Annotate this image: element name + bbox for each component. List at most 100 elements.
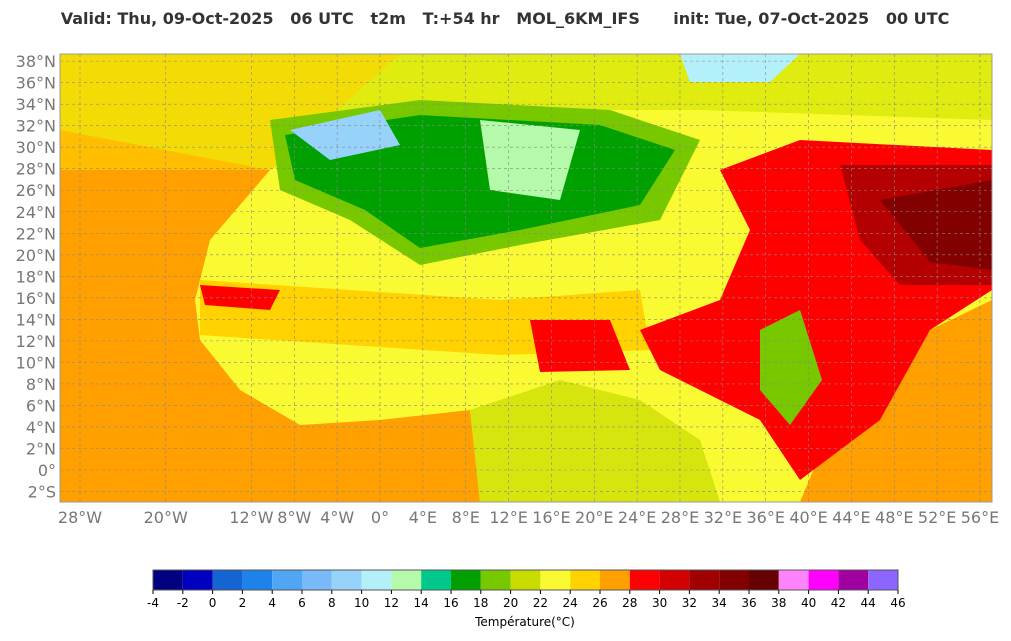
colorbar-swatch [600, 570, 630, 590]
colorbar-swatch [659, 570, 690, 590]
colorbar-swatch [838, 570, 869, 590]
lon-label: 20°W [144, 508, 188, 527]
lon-label: 28°E [661, 508, 699, 527]
lon-label: 44°E [832, 508, 870, 527]
colorbar-tick-label: 46 [890, 596, 905, 610]
colorbar-frame [152, 569, 899, 591]
colorbar-tick-label: -4 [147, 596, 159, 610]
colorbar-tick-label: 12 [384, 596, 399, 610]
map-frame [59, 53, 993, 503]
lat-label: 2°N [26, 439, 56, 458]
lon-label: 24°E [618, 508, 656, 527]
colorbar-swatch [570, 570, 600, 590]
lon-label: 20°E [575, 508, 613, 527]
colorbar-tick-label: 10 [354, 596, 369, 610]
colorbar-tick-label: 42 [831, 596, 846, 610]
title: Valid: Thu, 09-Oct-2025 06 UTC t2m T:+54… [61, 9, 950, 28]
colorbar-swatch [421, 570, 451, 590]
colorbar-tick-label: 0 [209, 596, 217, 610]
colorbar-swatch [510, 570, 541, 590]
lat-label: 26°N [16, 181, 56, 200]
lon-label: 40°E [789, 508, 827, 527]
colorbar-swatch [451, 570, 481, 590]
colorbar-swatch [242, 570, 273, 590]
lat-label: 16°N [16, 289, 56, 308]
colorbar-tick-label: 16 [443, 596, 458, 610]
colorbar-swatch [689, 570, 720, 590]
map-field [60, 54, 992, 502]
colorbar-swatch [778, 570, 809, 590]
colorbar-tick-label: 14 [414, 596, 429, 610]
colorbar-tick-label: 44 [861, 596, 876, 610]
lat-label: 36°N [16, 74, 56, 93]
lon-label: 28°W [58, 508, 102, 527]
lon-label: 4°E [409, 508, 437, 527]
colorbar-swatch [540, 570, 571, 590]
colorbar-tick-label: 22 [533, 596, 548, 610]
colorbar-swatch [302, 570, 332, 590]
lon-label: 32°E [704, 508, 742, 527]
colorbar-swatch [868, 570, 898, 590]
colorbar-tick-label: 30 [652, 596, 667, 610]
colorbar-tick-label: 40 [801, 596, 816, 610]
colorbar-swatch [391, 570, 422, 590]
lon-label: 48°E [875, 508, 913, 527]
colorbar-swatch [749, 570, 779, 590]
lat-label: 38°N [16, 52, 56, 71]
lat-label: 12°N [16, 332, 56, 351]
lat-label: 28°N [16, 160, 56, 179]
lon-label: 56°E [961, 508, 999, 527]
colorbar-tick-label: 32 [682, 596, 697, 610]
colorbar-swatch [629, 570, 660, 590]
colorbar-tick-label: 34 [712, 596, 727, 610]
colorbar-swatch [480, 570, 511, 590]
colorbar-tick-label: 38 [771, 596, 786, 610]
ticks: 38°N 36°N 34°N 32°N 30°N 28°N 26°N 24°N 22°N 20°N… [16, 52, 1000, 527]
lon-label: 8°E [452, 508, 480, 527]
colorbar-tick-label: 18 [473, 596, 488, 610]
colorbar-tick-label: 6 [298, 596, 306, 610]
colorbar-tick-label: 26 [592, 596, 607, 610]
lon-label: 52°E [918, 508, 956, 527]
lon-label: 0° [371, 508, 389, 527]
colorbar-tick-label: 8 [328, 596, 336, 610]
colorbar-label: Température(°C) [474, 615, 575, 629]
colorbar-swatch [719, 570, 749, 590]
colorbar-swatch [361, 570, 392, 590]
colorbar-swatch [331, 570, 362, 590]
lon-label: 16°E [532, 508, 570, 527]
colorbar-swatch [808, 570, 839, 590]
lat-label: 10°N [16, 353, 56, 372]
lat-label: 20°N [16, 246, 56, 265]
lat-label: 6°N [26, 396, 56, 415]
colorbar-tick-label: 36 [741, 596, 756, 610]
lat-label: 30°N [16, 138, 56, 157]
lat-label: 22°N [16, 224, 56, 243]
grid [60, 54, 992, 502]
lat-label: 4°N [26, 418, 56, 437]
lon-label: 8°W [277, 508, 311, 527]
lat-label: 24°N [16, 203, 56, 222]
colorbar-tick-label: -2 [177, 596, 189, 610]
lon-label: 36°E [746, 508, 784, 527]
lat-label: 8°N [26, 375, 56, 394]
colorbar-tick-label: 28 [622, 596, 637, 610]
colorbar-swatch [212, 570, 243, 590]
colorbar: -4 -2 0 2 4 6 8 10 12 14 16 18 20 22 24 26 28 30 32 34 36 38 4… [147, 569, 906, 610]
lat-label: 2°S [28, 483, 56, 502]
colorbar-tick-label: 24 [563, 596, 578, 610]
colorbar-tick-label: 20 [503, 596, 518, 610]
lon-label: 12°W [229, 508, 273, 527]
lon-label: 12°E [489, 508, 527, 527]
colorbar-swatch [182, 570, 213, 590]
lat-label: 34°N [16, 95, 56, 114]
colorbar-tick-label: 2 [239, 596, 247, 610]
colorbar-swatch [153, 570, 183, 590]
lon-label: 4°W [320, 508, 354, 527]
lat-label: 18°N [16, 267, 56, 286]
lat-label: 32°N [16, 117, 56, 136]
colorbar-swatch [272, 570, 302, 590]
colorbar-tick-label: 4 [268, 596, 276, 610]
lat-label: 0° [38, 461, 56, 480]
